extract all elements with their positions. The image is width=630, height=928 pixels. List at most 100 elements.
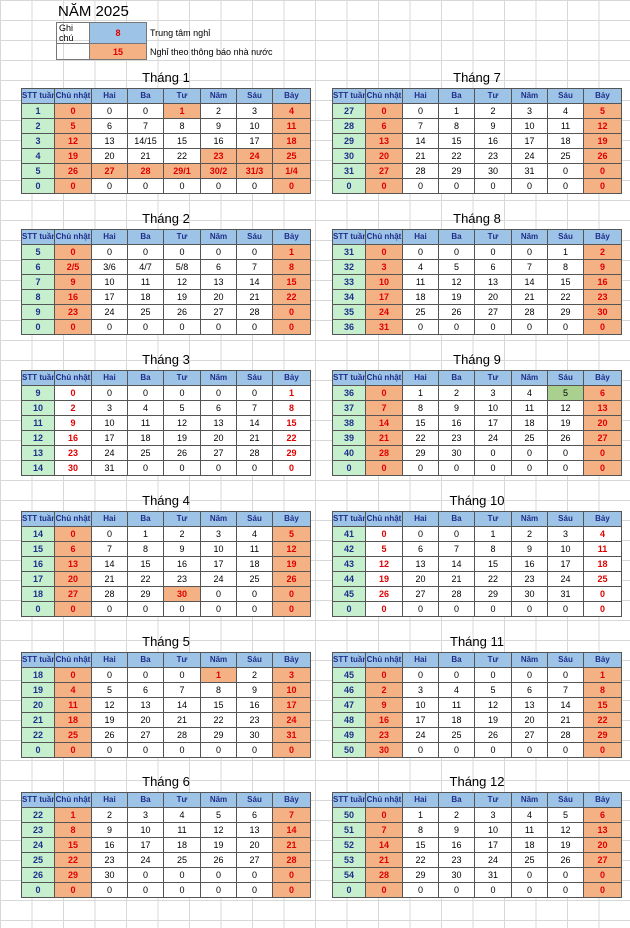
day-cell: 24 [272,712,311,728]
day-cell: 17 [402,712,439,728]
week-number: 41 [332,526,366,542]
legend-swatch-closed: 8 [89,22,147,44]
day-cell: 0 [91,178,128,194]
day-cell: 0 [438,667,475,683]
day-cell: 0 [54,178,92,194]
day-cell: 7 [438,541,475,557]
day-cell: 0 [547,867,584,883]
day-cell: 28 [272,852,311,868]
day-cell: 19 [272,556,311,572]
week-number: 50 [332,807,366,823]
day-cell: 4 [236,526,273,542]
day-cell: 22 [163,148,201,164]
day-cell: 0 [236,178,273,194]
day-cell: 9 [91,822,128,838]
column-header: Chủ nhật [365,652,403,668]
day-cell: 19 [163,289,201,305]
day-cell: 14 [438,556,475,572]
day-cell: 26 [272,571,311,587]
day-cell: 23 [438,430,475,446]
column-header: Ba [438,88,475,104]
column-header: Chủ nhật [54,792,92,808]
day-cell: 17 [365,289,403,305]
week-number: 0 [21,882,55,898]
column-header: Hai [402,370,439,386]
column-header: Ba [127,229,164,245]
day-cell: 20 [365,148,403,164]
day-cell: 0 [402,667,439,683]
day-cell: 30 [236,727,273,743]
day-cell: 8 [272,400,311,416]
column-header: Hai [402,229,439,245]
day-cell: 19 [200,837,237,853]
week-number: 5 [21,163,55,179]
column-header: STT tuần [21,511,55,527]
day-cell: 6 [583,807,622,823]
column-header: STT tuần [332,511,366,527]
day-cell: 0 [547,882,584,898]
column-header: Ba [127,511,164,527]
week-row: 22 1 2 3 4 5 6 7 [21,807,311,823]
day-cell: 13 [200,415,237,431]
day-cell: 27 [91,163,128,179]
day-cell: 0 [474,244,512,260]
week-number: 26 [21,867,55,883]
day-cell: 9 [511,541,548,557]
column-header: Tư [474,370,512,386]
day-cell: 0 [200,742,237,758]
day-cell: 4/7 [127,259,164,275]
week-row: 42 5 6 7 8 9 10 11 [332,541,622,557]
day-cell: 0 [163,667,201,683]
column-header: Hai [402,652,439,668]
week-row: 15 6 7 8 9 10 11 12 [21,541,311,557]
day-cell: 25 [163,852,201,868]
day-cell: 20 [474,289,512,305]
week-number: 0 [332,178,366,194]
day-cell: 26 [438,304,475,320]
day-cell: 19 [91,712,128,728]
day-cell: 0 [402,244,439,260]
day-cell: 7 [547,682,584,698]
day-cell: 0 [91,526,128,542]
week-row: 49 23 24 25 26 27 28 29 [332,727,622,743]
day-cell: 0 [127,867,164,883]
column-header: Hai [402,88,439,104]
week-number: 22 [21,807,55,823]
week-row: 51 7 8 9 10 11 12 13 [332,822,622,838]
day-cell: 2 [365,682,403,698]
day-cell: 21 [163,712,201,728]
column-header: Hai [91,88,128,104]
day-cell: 4 [511,385,548,401]
column-header: Sáu [547,370,584,386]
day-cell: 4 [127,400,164,416]
column-header: Năm [200,370,237,386]
day-cell: 0 [474,460,512,476]
day-cell: 2 [511,526,548,542]
week-row: 14 30 31 0 0 0 0 0 [21,460,311,476]
day-cell: 9 [438,400,475,416]
month-title: Tháng 12 [449,774,505,789]
day-cell: 0 [438,742,475,758]
day-cell: 12 [583,118,622,134]
day-cell: 0 [200,601,237,617]
week-row: 32 3 4 5 6 7 8 9 [332,259,622,275]
day-cell: 28 [511,304,548,320]
column-header: STT tuần [332,229,366,245]
day-cell: 0 [438,244,475,260]
day-cell: 31 [91,460,128,476]
day-cell: 14 [402,133,439,149]
day-cell: 0 [272,586,311,602]
week-row: 40 28 29 30 0 0 0 0 [332,445,622,461]
day-cell: 27 [200,304,237,320]
day-cell: 0 [438,526,475,542]
day-cell: 11 [583,541,622,557]
column-header: STT tuần [332,792,366,808]
week-number: 49 [332,727,366,743]
week-row: 53 21 22 23 24 25 26 27 [332,852,622,868]
day-cell: 15 [163,133,201,149]
week-row: 26 29 30 0 0 0 0 0 [21,867,311,883]
week-number: 35 [332,304,366,320]
week-row: 9 23 24 25 26 27 28 0 [21,304,311,320]
day-cell: 17 [474,415,512,431]
